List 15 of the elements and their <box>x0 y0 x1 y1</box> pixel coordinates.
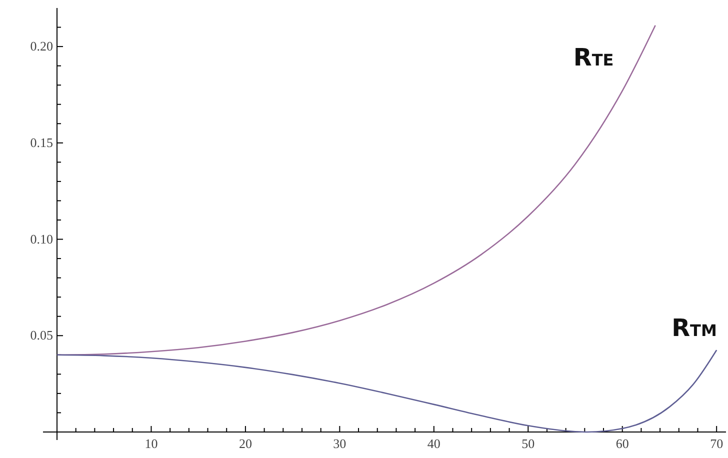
series-label: RTM <box>672 314 717 342</box>
y-tick-label: 0.05 <box>30 328 53 343</box>
x-tick-label: 70 <box>710 436 724 451</box>
series-label: RTE <box>573 43 614 72</box>
x-tick-label: 10 <box>144 436 158 451</box>
y-tick-label: 0.15 <box>30 134 53 150</box>
x-tick-label: 50 <box>522 436 535 451</box>
x-tick-label: 20 <box>238 436 252 451</box>
x-tick-label: 60 <box>616 436 629 451</box>
x-tick-label: 30 <box>333 436 346 451</box>
line-series <box>56 24 656 356</box>
y-tick-label: 0.10 <box>30 231 53 246</box>
line-series <box>56 349 718 433</box>
x-tick-label: 40 <box>427 436 440 451</box>
y-tick-label: 0.20 <box>30 38 53 54</box>
